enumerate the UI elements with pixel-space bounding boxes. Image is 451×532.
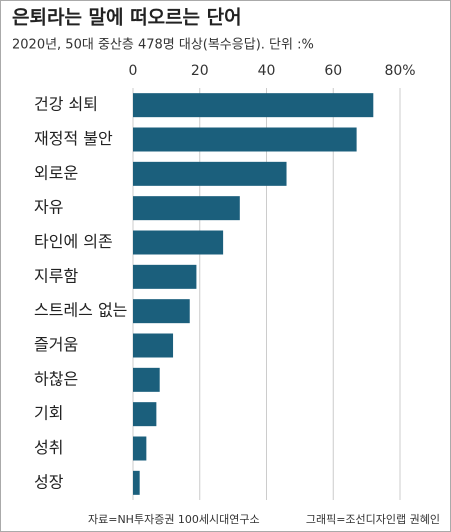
bar bbox=[133, 402, 157, 427]
y-tick-label: 하찮은 bbox=[34, 369, 78, 388]
y-tick-label: 재정적 불안 bbox=[34, 129, 113, 148]
credit: 그래픽=조선디자인랩 권혜인 bbox=[306, 513, 440, 526]
bar bbox=[133, 299, 190, 324]
bar bbox=[133, 127, 357, 152]
source: 자료=NH투자증권 100세시대연구소 bbox=[88, 513, 260, 526]
x-tick-label: 20 bbox=[191, 63, 209, 79]
y-tick-label: 건강 쇠퇴 bbox=[34, 95, 98, 114]
y-tick-label: 스트레스 없는 bbox=[34, 301, 127, 320]
bar bbox=[133, 367, 160, 392]
y-tick-label: 즐거움 bbox=[34, 335, 78, 354]
x-tick-label: 80% bbox=[384, 63, 415, 79]
y-tick-label: 지루함 bbox=[34, 266, 78, 285]
y-tick-label: 타인에 의존 bbox=[34, 232, 113, 251]
bar bbox=[133, 196, 240, 221]
bar bbox=[133, 333, 174, 358]
y-tick-label: 외로운 bbox=[34, 163, 78, 182]
y-tick-label: 기회 bbox=[34, 404, 63, 423]
chart-subtitle: 2020년, 50대 중산층 478명 대상(복수응답). 단위 :% bbox=[12, 38, 314, 53]
bar bbox=[133, 230, 224, 255]
y-tick-label: 성장 bbox=[34, 472, 64, 491]
bar bbox=[133, 93, 374, 118]
x-tick-label: 40 bbox=[258, 63, 276, 79]
x-tick-label: 60 bbox=[324, 63, 342, 79]
x-tick-label: 0 bbox=[129, 63, 138, 79]
bar bbox=[133, 264, 197, 289]
y-tick-label: 자유 bbox=[34, 198, 63, 217]
bar bbox=[133, 470, 140, 495]
bar bbox=[133, 436, 147, 461]
y-tick-label: 성취 bbox=[34, 438, 63, 457]
chart-title: 은퇴라는 말에 떠오르는 단어 bbox=[12, 7, 242, 29]
bar bbox=[133, 161, 287, 186]
